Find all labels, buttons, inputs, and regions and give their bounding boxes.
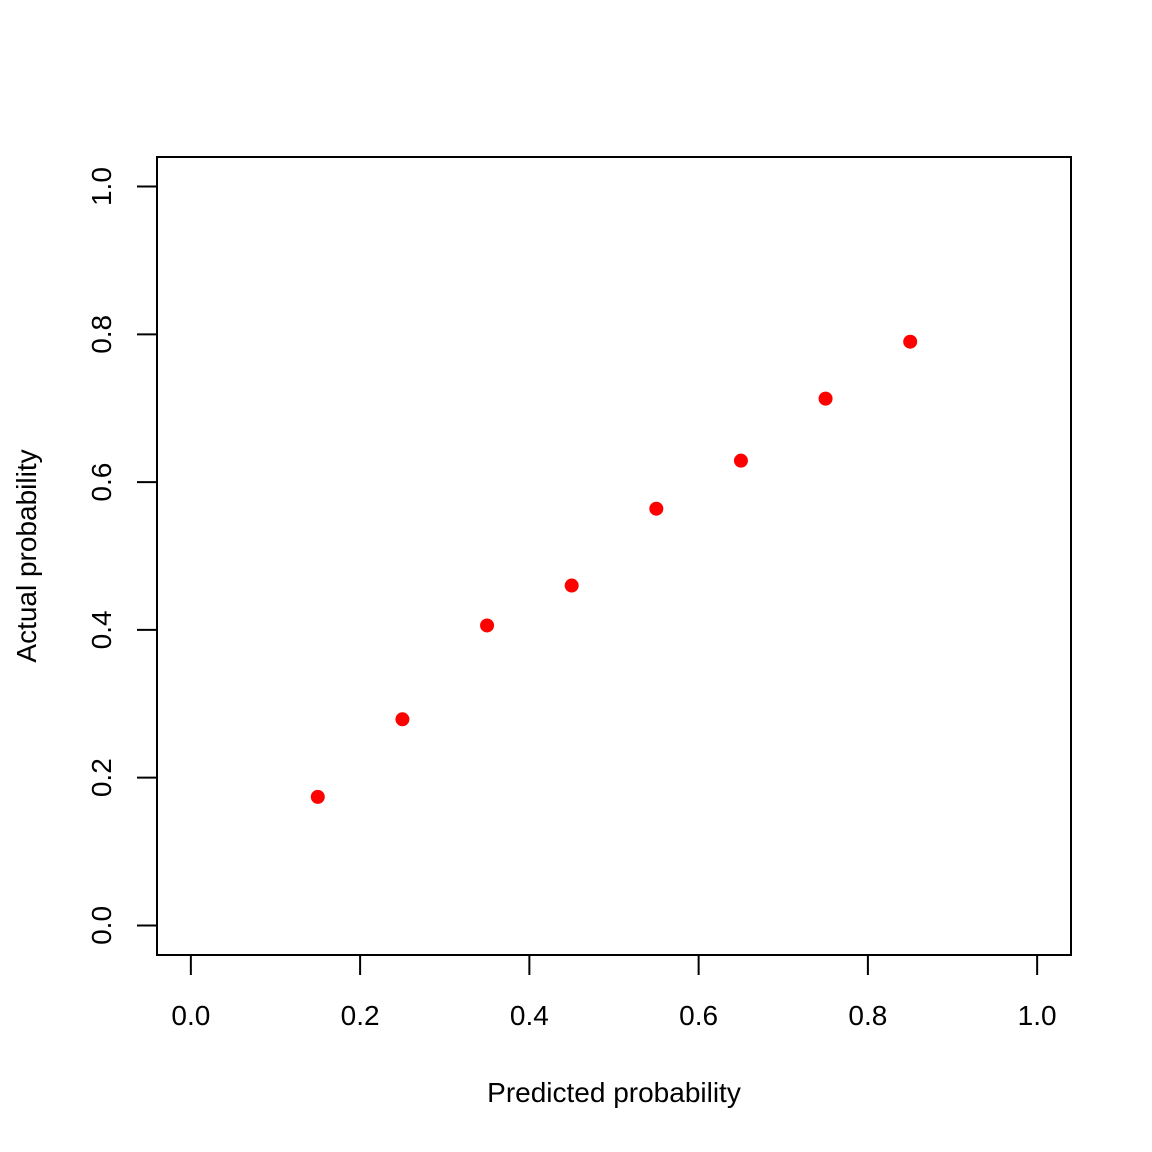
y-tick-label: 0.0 <box>86 906 117 945</box>
y-axis: 0.0 0.2 0.4 0.6 0.8 1.0 <box>86 167 158 945</box>
y-tick-label: 0.6 <box>86 463 117 502</box>
data-point <box>649 501 664 516</box>
data-point <box>903 334 918 349</box>
data-point <box>480 618 495 633</box>
data-points <box>310 334 918 804</box>
data-point <box>733 453 748 468</box>
y-tick-label: 0.8 <box>86 315 117 354</box>
x-tick-label: 0.4 <box>510 1000 549 1031</box>
x-tick-label: 0.0 <box>171 1000 210 1031</box>
x-tick-label: 0.6 <box>679 1000 718 1031</box>
data-point <box>564 578 579 593</box>
y-tick-label: 0.2 <box>86 758 117 797</box>
data-point <box>818 391 833 406</box>
y-tick-label: 1.0 <box>86 167 117 206</box>
data-point <box>395 712 410 727</box>
data-point <box>310 789 325 804</box>
x-tick-label: 1.0 <box>1018 1000 1057 1031</box>
x-tick-label: 0.8 <box>848 1000 887 1031</box>
x-tick-label: 0.2 <box>341 1000 380 1031</box>
y-axis-label: Actual probability <box>11 449 42 662</box>
x-axis-label: Predicted probability <box>487 1077 741 1108</box>
y-tick-label: 0.4 <box>86 610 117 649</box>
plot-frame <box>156 156 1072 956</box>
x-axis: 0.0 0.2 0.4 0.6 0.8 1.0 <box>171 954 1057 1031</box>
